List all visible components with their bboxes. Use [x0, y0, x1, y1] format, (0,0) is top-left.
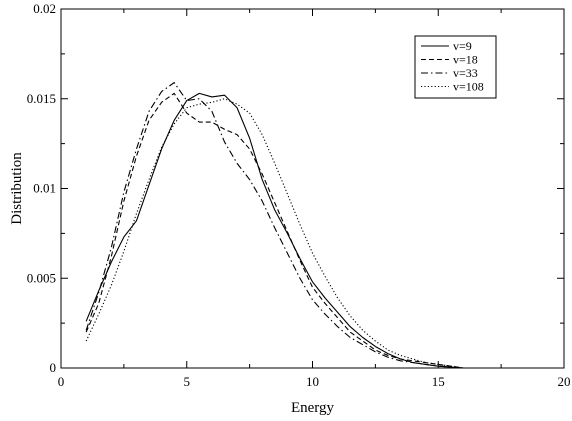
x-tick-label: 0 [58, 374, 65, 389]
y-axis-title: Distribution [9, 152, 25, 225]
y-tick-label: 0.005 [27, 270, 56, 285]
legend: v=9v=18v=33v=108 [414, 35, 497, 99]
x-tick-label: 10 [306, 374, 319, 389]
x-tick-label: 5 [184, 374, 191, 389]
y-tick-label: 0.015 [27, 91, 56, 106]
x-axis-title: Energy [291, 400, 335, 416]
legend-label: v=108 [453, 80, 484, 94]
legend-label: v=33 [453, 66, 478, 80]
legend-label: v=18 [453, 53, 478, 67]
x-tick-label: 15 [432, 374, 445, 389]
x-tick-label: 20 [558, 374, 571, 389]
series-line-v-33 [85, 82, 464, 369]
y-tick-label: 0.01 [33, 181, 56, 196]
series-layer [85, 82, 464, 369]
series-line-v-18 [85, 92, 464, 369]
series-line-v-108 [85, 98, 464, 369]
y-tick-label: 0 [50, 360, 57, 375]
y-tick-label: 0.02 [33, 1, 56, 16]
legend-label: v=9 [453, 39, 472, 53]
series-line-v-9 [85, 92, 464, 369]
axis-ticks: 0 5 10 15 20 0 0.005 0.01 0.015 0.02 [27, 1, 571, 389]
